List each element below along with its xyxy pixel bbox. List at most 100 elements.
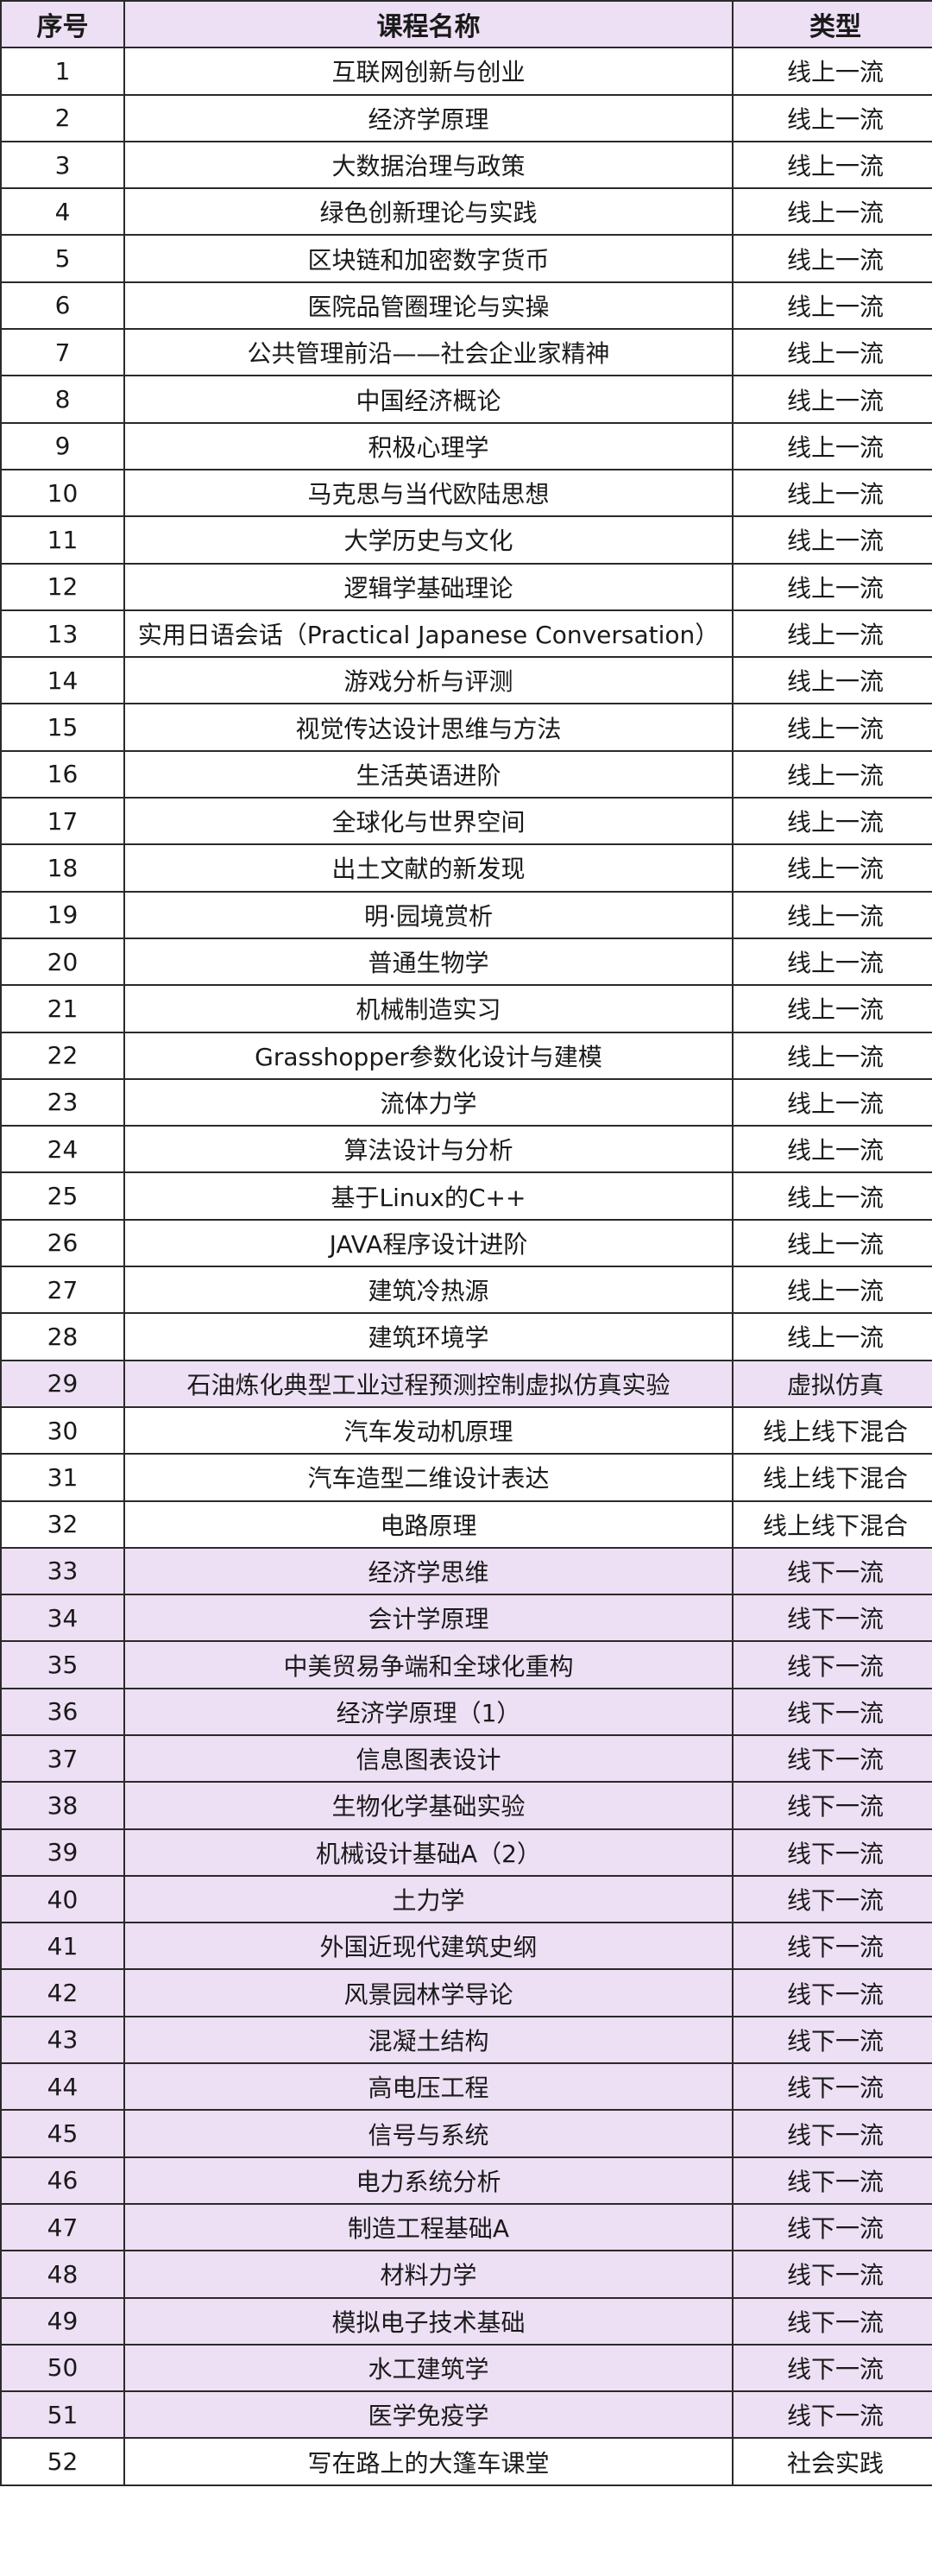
table-row: 3 大数据治理与政策 线上一流 [0,140,932,190]
course-type: 线下一流 [732,2343,932,2393]
course-type: 线下一流 [732,2296,932,2346]
row-number: 42 [0,1968,125,2017]
row-number: 26 [0,1218,125,1268]
table-row: 23 流体力学 线上一流 [0,1077,932,1127]
course-type: 虚拟仿真 [732,1359,932,1408]
course-type: 线上一流 [732,1031,932,1080]
course-type: 线上一流 [732,515,932,565]
course-type: 线上一流 [732,281,932,331]
course-type: 线上一流 [732,937,932,987]
row-number: 31 [0,1453,125,1502]
course-type: 线上一流 [732,843,932,893]
course-type: 线上一流 [732,749,932,799]
course-name: 信息图表设计 [123,1733,734,1784]
table-row: 19 明·园境赏析 线上一流 [0,890,932,939]
course-type: 线下一流 [732,2109,932,2158]
column-header-type: 类型 [732,0,932,49]
course-type: 线上一流 [732,421,932,470]
table-row: 2 经济学原理 线上一流 [0,93,932,142]
table-body: 1 互联网创新与创业 线上一流 2 经济学原理 线上一流 3 大数据治理与政策 线上一流 4 绿色创… [0,47,932,2486]
row-number: 2 [0,93,125,142]
course-type: 线下一流 [732,2156,932,2205]
table-row: 6 医院品管圈理论与实操 线上一流 [0,281,932,331]
row-number: 32 [0,1500,125,1549]
course-name: 经济学思维 [123,1546,734,1596]
course-name: 区块链和加密数字货币 [123,234,734,283]
course-type: 线下一流 [732,1733,932,1784]
course-name: 材料力学 [123,2250,734,2299]
course-type: 线下一流 [732,2202,932,2252]
course-type: 线下一流 [732,1968,932,2017]
course-type: 线下一流 [732,1828,932,1877]
row-number: 40 [0,1874,125,1924]
course-name: 电路原理 [123,1500,734,1549]
row-number: 15 [0,703,125,752]
table-row: 29 石油炼化典型工业过程预测控制虚拟仿真实验 虚拟仿真 [0,1359,932,1408]
row-number: 9 [0,421,125,470]
course-type: 线下一流 [732,1781,932,1830]
table-row: 31 汽车造型二维设计表达 线上线下混合 [0,1453,932,1502]
row-number: 34 [0,1594,125,1643]
course-name: 风景园林学导论 [123,1968,734,2017]
row-number: 6 [0,281,125,331]
column-header-course-name: 课程名称 [123,0,734,49]
course-name: 机械制造实习 [123,984,734,1033]
table-row: 51 医学免疫学 线下一流 [0,2390,932,2440]
course-name: 信号与系统 [123,2109,734,2158]
course-type: 线上一流 [732,234,932,283]
row-number: 45 [0,2109,125,2158]
course-name: 中国经济概论 [123,375,734,424]
course-name: 算法设计与分析 [123,1125,734,1174]
row-number: 7 [0,328,125,377]
course-type: 线上线下混合 [732,1453,932,1502]
course-name: 马克思与当代欧陆思想 [123,468,734,518]
course-name: 水工建筑学 [123,2343,734,2393]
row-number: 37 [0,1733,125,1784]
course-name: 出土文献的新发现 [123,843,734,893]
table-row: 26 JAVA程序设计进阶 线上一流 [0,1218,932,1268]
row-number: 5 [0,234,125,283]
table-row: 12 逻辑学基础理论 线上一流 [0,562,932,611]
table-row: 40 土力学 线下一流 [0,1874,932,1924]
course-type: 线上一流 [732,47,932,96]
course-name: 生活英语进阶 [123,749,734,799]
row-number: 4 [0,187,125,237]
row-number: 50 [0,2343,125,2393]
course-type: 线上线下混合 [732,1405,932,1455]
table-row: 8 中国经济概论 线上一流 [0,375,932,424]
course-name: 电力系统分析 [123,2156,734,2205]
course-type: 线上一流 [732,703,932,752]
table-row: 42 风景园林学导论 线下一流 [0,1968,932,2017]
course-name: 机械设计基础A（2） [123,1828,734,1877]
row-number: 41 [0,1922,125,1971]
course-name: 医院品管圈理论与实操 [123,281,734,331]
table-row: 28 建筑环境学 线上一流 [0,1312,932,1361]
table-row: 17 全球化与世界空间 线上一流 [0,797,932,846]
course-type: 线上一流 [732,93,932,142]
course-type: 线下一流 [732,1687,932,1736]
table-row: 34 会计学原理 线下一流 [0,1594,932,1643]
course-name: 游戏分析与评测 [123,656,734,705]
course-type: 线上一流 [732,468,932,518]
row-number: 30 [0,1405,125,1455]
row-number: 44 [0,2062,125,2112]
row-number: 27 [0,1266,125,1315]
course-name: 模拟电子技术基础 [123,2296,734,2346]
course-name: 大学历史与文化 [123,515,734,565]
row-number: 28 [0,1312,125,1361]
table-row: 37 信息图表设计 线下一流 [0,1733,932,1784]
course-name: 土力学 [123,1874,734,1924]
table-row: 43 混凝土结构 线下一流 [0,2015,932,2065]
course-type: 线上一流 [732,797,932,846]
course-type: 线下一流 [732,2390,932,2440]
course-name: 建筑冷热源 [123,1266,734,1315]
course-type: 线下一流 [732,1874,932,1924]
course-name: 混凝土结构 [123,2015,734,2065]
row-number: 22 [0,1031,125,1080]
course-type: 线下一流 [732,1640,932,1689]
table-row: 30 汽车发动机原理 线上线下混合 [0,1405,932,1455]
course-type: 线上一流 [732,1218,932,1268]
table-row: 33 经济学思维 线下一流 [0,1546,932,1596]
table-row: 27 建筑冷热源 线上一流 [0,1266,932,1315]
course-type: 线上一流 [732,1312,932,1361]
